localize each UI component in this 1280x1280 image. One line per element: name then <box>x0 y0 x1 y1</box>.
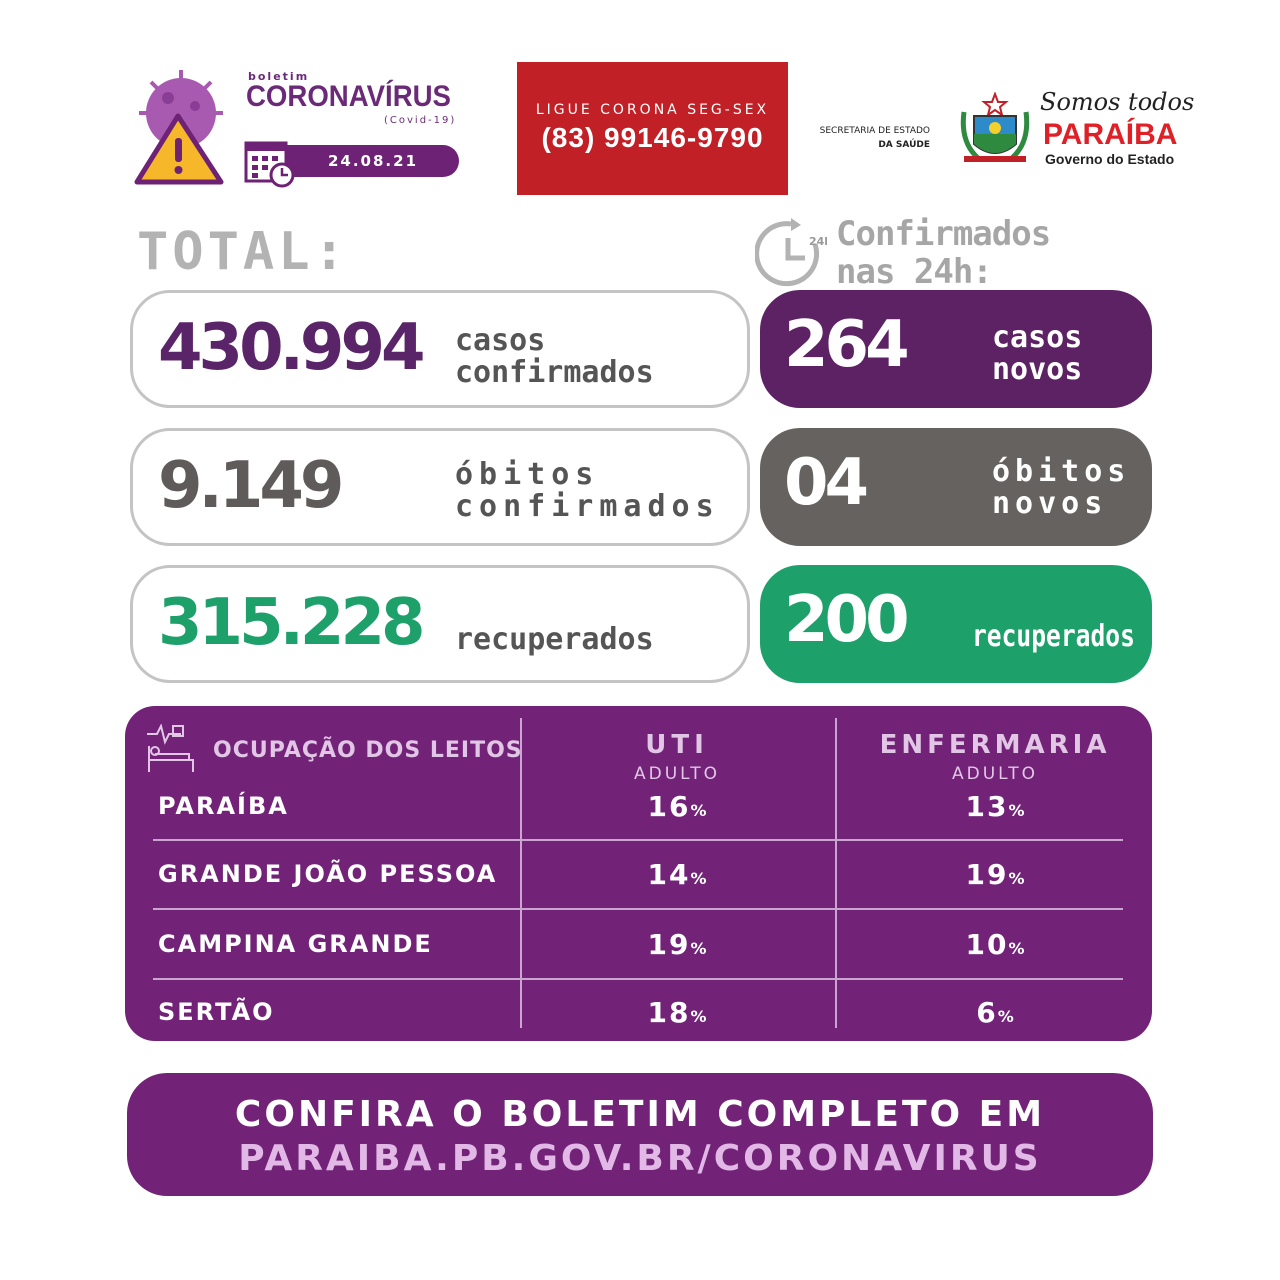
enf-header: ENFERMARIA <box>879 730 1111 760</box>
gov-logo-sub: Governo do Estado <box>1045 151 1175 167</box>
enf-value: 6% <box>895 996 1095 1029</box>
secretaria-line2: DA SAÚDE <box>878 140 930 150</box>
total-deaths-value: 9.149 <box>158 449 344 523</box>
label-line2: novos <box>992 352 1083 387</box>
enf-number: 19 <box>965 858 1009 891</box>
label-line1: óbitos <box>455 457 600 492</box>
label-line1: casos <box>455 323 546 358</box>
hospital-bed-icon <box>147 724 194 772</box>
new-deaths-value: 04 <box>784 446 869 520</box>
enf-number: 13 <box>965 790 1009 823</box>
last24h-heading1: Confirmados <box>836 214 1051 254</box>
total-deaths-card: 9.149 óbitos confirmados <box>130 428 750 546</box>
unit: % <box>690 801 707 820</box>
footer-line1: CONFIRA O BOLETIM COMPLETO EM <box>234 1094 1046 1135</box>
total-cases-value: 430.994 <box>158 311 425 385</box>
total-recovered-card: 315.228 recuperados <box>130 565 750 683</box>
last24h-heading: Confirmados nas 24h: <box>836 214 1051 292</box>
region-label: SERTÃO <box>158 998 275 1026</box>
secretaria-label: SECRETARIA DE ESTADO DA SAÚDE <box>800 124 930 152</box>
uti-value: 18% <box>577 996 777 1029</box>
label-line1: óbitos <box>992 454 1131 489</box>
last24h-heading2: nas 24h: <box>836 252 993 292</box>
calendar-clock-icon <box>244 141 295 188</box>
new-cases-value: 264 <box>784 308 910 382</box>
hotline-label: LIGUE CORONA SEG-SEX <box>535 102 770 118</box>
footer-link[interactable]: PARAIBA.PB.GOV.BR/CORONAVIRUS <box>238 1138 1042 1179</box>
uti-number: 18 <box>647 996 691 1029</box>
label-line2: confirmados <box>455 355 654 390</box>
total-cases-card: 430.994 casos confirmados <box>130 290 750 408</box>
total-cases-label: casos confirmados <box>455 325 654 389</box>
secretaria-line1: SECRETARIA DE ESTADO <box>819 126 930 136</box>
bed-occupancy-table: OCUPAÇÃO DOS LEITOS UTI ADULTO ENFERMARI… <box>125 706 1152 1041</box>
state-crest-logo <box>960 92 1030 162</box>
enf-subheader: ADULTO <box>951 764 1039 784</box>
enf-number: 6 <box>976 996 998 1029</box>
uti-number: 16 <box>647 790 691 823</box>
enf-value: 19% <box>895 858 1095 891</box>
boletim-label: boletim <box>248 70 310 83</box>
total-recovered-label: recuperados <box>455 622 654 657</box>
region-label: CAMPINA GRANDE <box>158 930 433 958</box>
uti-value: 19% <box>577 928 777 961</box>
uti-number: 14 <box>647 858 691 891</box>
virus-warning-icon <box>134 70 224 185</box>
gov-logo-name: PARAÍBA <box>1043 118 1178 151</box>
unit: % <box>1008 869 1025 888</box>
date-text: 24.08.21 <box>327 152 419 170</box>
unit: % <box>690 939 707 958</box>
uti-header: UTI <box>645 730 709 760</box>
hotline-banner: LIGUE CORONA SEG-SEX (83) 99146-9790 <box>517 62 788 195</box>
bulletin-title: CORONAVÍRUS <box>246 80 451 113</box>
clock-24h-icon: 24h <box>755 218 827 287</box>
unit: % <box>690 1007 707 1026</box>
new-cases-card: 264 casos novos <box>760 290 1152 408</box>
total-deaths-label: óbitos confirmados <box>455 459 720 523</box>
region-label: PARAÍBA <box>158 792 289 820</box>
enf-number: 10 <box>965 928 1009 961</box>
unit: % <box>1008 939 1025 958</box>
total-heading: TOTAL: <box>137 222 349 282</box>
region-label: GRANDE JOÃO PESSOA <box>158 860 498 888</box>
uti-number: 19 <box>647 928 691 961</box>
enf-value: 13% <box>895 790 1095 823</box>
uti-value: 16% <box>577 790 777 823</box>
gov-slogan: Somos todos <box>1040 88 1195 116</box>
new-recovered-label: recuperados <box>972 619 1135 654</box>
enf-value: 10% <box>895 928 1095 961</box>
unit: % <box>690 869 707 888</box>
total-recovered-value: 315.228 <box>158 586 425 660</box>
bulletin-subtitle: (Covid-19) <box>384 115 457 126</box>
uti-value: 14% <box>577 858 777 891</box>
new-cases-label: casos novos <box>992 322 1082 386</box>
label-line2: confirmados <box>455 489 720 524</box>
new-deaths-label: óbitos novos <box>992 456 1130 520</box>
label-line1: casos <box>992 320 1083 355</box>
unit: % <box>1008 801 1025 820</box>
uti-subheader: ADULTO <box>633 764 721 784</box>
bed-occupancy-title: OCUPAÇÃO DOS LEITOS <box>213 738 523 763</box>
hotline-number: (83) 99146-9790 <box>541 122 764 153</box>
new-recovered-value: 200 <box>784 583 910 657</box>
new-recovered-card: 200 recuperados <box>760 565 1152 683</box>
unit: % <box>997 1007 1014 1026</box>
label-line2: novos <box>992 486 1108 521</box>
new-deaths-card: 04 óbitos novos <box>760 428 1152 546</box>
bulletin-date: 24.08.21 <box>262 145 459 177</box>
clock-badge: 24h <box>809 235 827 248</box>
footer-banner: CONFIRA O BOLETIM COMPLETO EM PARAIBA.PB… <box>127 1073 1153 1196</box>
